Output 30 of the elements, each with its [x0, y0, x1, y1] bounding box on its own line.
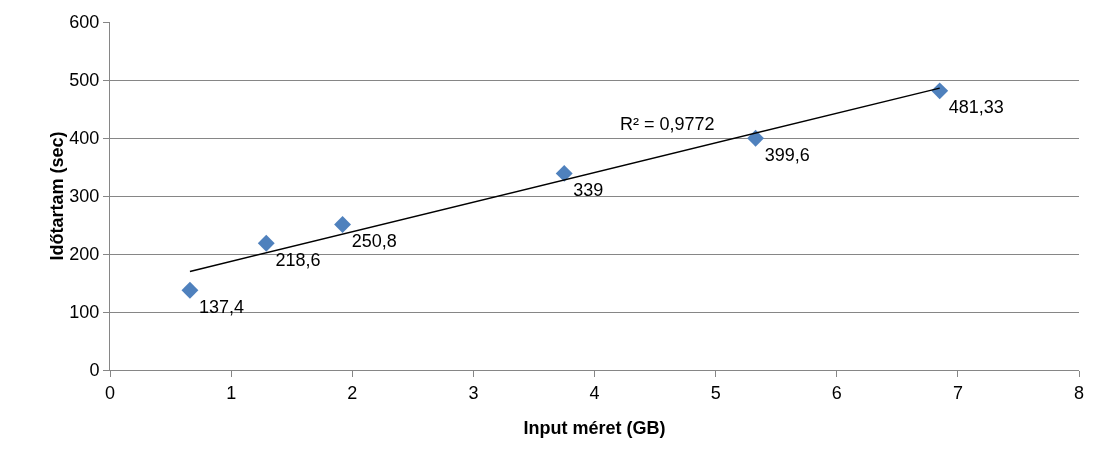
annotation: R² = 0,9772 — [620, 114, 715, 134]
data-label: 250,8 — [351, 231, 397, 252]
y-tick-label: 200 — [69, 244, 100, 265]
y-tick-label: 300 — [69, 186, 100, 207]
data-label: 481,33 — [948, 97, 1004, 118]
x-tick-label: 8 — [1073, 382, 1085, 403]
data-label: 218,6 — [275, 249, 321, 270]
point — [747, 129, 765, 147]
y-tick-label: 400 — [69, 128, 100, 149]
point — [181, 281, 199, 299]
y-axis-title: Időtartam (sec) — [47, 131, 68, 261]
x-tick-label: 6 — [831, 382, 842, 403]
point — [555, 164, 573, 182]
y-tick-label: 600 — [69, 12, 100, 33]
point — [334, 216, 352, 233]
x-tick-label: 2 — [347, 382, 358, 403]
point — [257, 234, 275, 252]
data-label: 399,6 — [764, 144, 810, 165]
x-tick-label: 7 — [952, 382, 963, 403]
y-tick-label: 100 — [69, 302, 100, 323]
x-tick-label: 4 — [589, 382, 600, 403]
data-label: 339 — [573, 180, 604, 201]
y-tick-label: 500 — [69, 70, 100, 91]
y-tick-label: 0 — [89, 360, 100, 381]
data-label: 137,4 — [199, 296, 245, 317]
x-tick-label: 3 — [468, 382, 479, 403]
x-tick-label: 5 — [710, 382, 721, 403]
x-tick-label: 0 — [104, 382, 116, 403]
x-tick-label: 1 — [226, 382, 237, 403]
x-axis-title: Input méret (GB) — [523, 418, 666, 438]
